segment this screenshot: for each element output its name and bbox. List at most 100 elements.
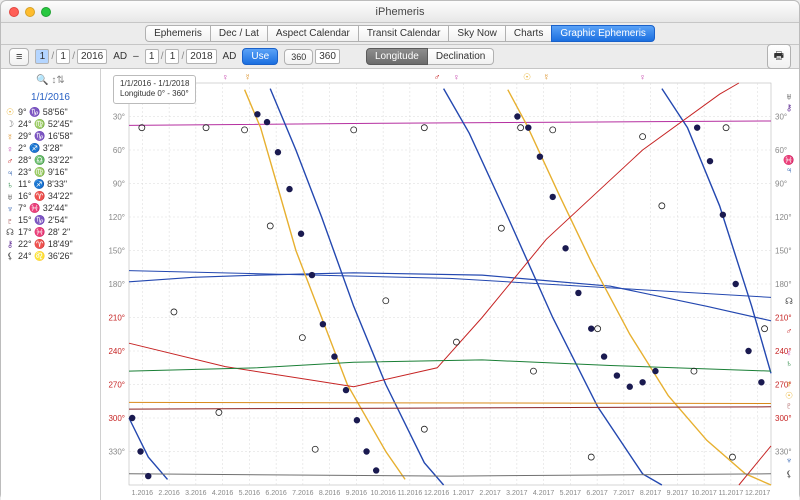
svg-text:☿: ☿ (786, 380, 793, 390)
toolbar: ≡ 1/ 1/ 2016 AD – 1/ 1/ 2018 AD Use 360 … (1, 45, 799, 69)
planet-row: ♇15° ♑ 2'54" (5, 215, 96, 226)
svg-text:☊: ☊ (785, 296, 793, 306)
svg-text:♀: ♀ (453, 72, 460, 82)
svg-text:♅: ♅ (786, 91, 793, 101)
planet-row: ☽24° ♍ 52'45" (5, 119, 96, 130)
svg-text:5.2016: 5.2016 (239, 490, 261, 497)
harmonic-range[interactable]: 360 360 (284, 49, 340, 65)
svg-text:120°: 120° (108, 213, 125, 222)
svg-text:8.2017: 8.2017 (640, 490, 662, 497)
planet-position: 23° ♍ 9'16" (18, 167, 96, 178)
tab-aspect-calendar[interactable]: Aspect Calendar (267, 25, 358, 42)
svg-text:210°: 210° (108, 314, 125, 323)
date-from-month[interactable]: 1 (35, 49, 49, 64)
svg-text:10.2017: 10.2017 (691, 490, 716, 497)
tab-graphic-ephemeris[interactable]: Graphic Ephemeris (551, 25, 655, 42)
planet-row: ♆7° ♓ 32'44" (5, 203, 96, 214)
svg-text:150°: 150° (108, 247, 125, 256)
svg-text:2.2016: 2.2016 (158, 490, 180, 497)
svg-text:⚷: ⚷ (786, 103, 793, 113)
date-to-day[interactable]: 1 (165, 49, 179, 64)
planet-row: ☉9° ♑ 58'56" (5, 107, 96, 118)
svg-text:♇: ♇ (786, 401, 793, 411)
svg-text:11.2016: 11.2016 (397, 490, 422, 497)
tab-bar: EphemerisDec / LatAspect CalendarTransit… (1, 23, 799, 45)
svg-text:180°: 180° (108, 280, 125, 289)
chart-area[interactable]: 30°30°60°60°90°90°120°120°150°150°180°18… (101, 69, 799, 500)
sidebar-toggle-button[interactable]: ≡ (9, 48, 29, 66)
planet-glyph: ♃ (5, 168, 15, 178)
planet-glyph: ☽ (5, 119, 15, 130)
svg-text:11.2017: 11.2017 (718, 490, 743, 497)
planet-glyph: ☿ (5, 132, 15, 142)
era-label: AD (223, 51, 237, 62)
planet-position: 28° ♎ 33'22" (18, 155, 96, 166)
svg-text:120°: 120° (775, 213, 792, 222)
tab-dec-lat[interactable]: Dec / Lat (210, 25, 267, 42)
svg-text:2.2017: 2.2017 (479, 490, 501, 497)
mode-longitude-button[interactable]: Longitude (366, 48, 428, 65)
planet-position: 24° ♍ 52'45" (18, 119, 96, 130)
planet-position: 9° ♑ 58'56" (18, 107, 96, 118)
planet-glyph: ☊ (5, 227, 15, 238)
info-scale: Longitude 0° - 360° (120, 89, 189, 99)
svg-text:☿: ☿ (543, 72, 550, 82)
date-from-day[interactable]: 1 (56, 49, 70, 64)
svg-text:1.2016: 1.2016 (132, 490, 154, 497)
planet-position: 7° ♓ 32'44" (18, 203, 96, 214)
svg-text:4.2017: 4.2017 (533, 490, 555, 497)
svg-text:150°: 150° (775, 247, 792, 256)
planet-position: 24° ♌ 36'26" (18, 251, 96, 262)
svg-text:330°: 330° (108, 448, 125, 457)
planet-row: ☿29° ♑ 16'58" (5, 131, 96, 142)
planet-glyph: ⚷ (5, 239, 15, 250)
harmonic-value[interactable]: 360 (315, 49, 340, 64)
planet-position: 15° ♑ 2'54" (18, 215, 96, 226)
svg-text:☉: ☉ (785, 391, 793, 401)
date-to[interactable]: 1/ 1/ 2018 AD (145, 49, 237, 64)
tab-transit-calendar[interactable]: Transit Calendar (358, 25, 449, 42)
svg-text:♀: ♀ (786, 348, 793, 358)
date-from-year[interactable]: 2016 (77, 49, 107, 64)
svg-text:☉: ☉ (523, 72, 531, 82)
main: 🔍 ↕⇅ 1/1/2016 ☉9° ♑ 58'56"☽24° ♍ 52'45"☿… (1, 69, 799, 500)
sidebar-tools[interactable]: 🔍 ↕⇅ (5, 75, 96, 86)
svg-text:1.2017: 1.2017 (453, 490, 475, 497)
planet-position: 22° ♈ 18'49" (18, 239, 96, 250)
svg-text:☿: ☿ (244, 72, 251, 82)
svg-text:30°: 30° (775, 113, 787, 122)
date-from[interactable]: 1/ 1/ 2016 AD (35, 49, 127, 64)
print-button[interactable]: 🖶 (767, 44, 791, 69)
svg-text:270°: 270° (108, 381, 125, 390)
tab-sky-now[interactable]: Sky Now (448, 25, 504, 42)
mode-segment: Longitude Declination (366, 48, 494, 65)
svg-text:90°: 90° (113, 180, 125, 189)
date-to-month[interactable]: 1 (145, 49, 159, 64)
use-button[interactable]: Use (242, 48, 278, 65)
info-range: 1/1/2016 - 1/1/2018 (120, 79, 189, 89)
titlebar: iPhemeris (1, 1, 799, 23)
svg-text:210°: 210° (775, 314, 792, 323)
svg-text:3.2016: 3.2016 (185, 490, 207, 497)
sidebar: 🔍 ↕⇅ 1/1/2016 ☉9° ♑ 58'56"☽24° ♍ 52'45"☿… (1, 69, 101, 500)
svg-text:7.2017: 7.2017 (613, 490, 635, 497)
svg-text:12.2017: 12.2017 (745, 490, 770, 497)
planet-row: ♄11° ♐ 8'33" (5, 179, 96, 190)
svg-text:180°: 180° (775, 280, 792, 289)
svg-text:♂: ♂ (434, 72, 441, 82)
window-title: iPhemeris (1, 6, 799, 18)
tab-charts[interactable]: Charts (505, 25, 551, 42)
planet-glyph: ⚸ (5, 251, 15, 262)
tab-ephemeris[interactable]: Ephemeris (145, 25, 210, 42)
svg-text:90°: 90° (775, 180, 787, 189)
planet-glyph: ♆ (5, 204, 15, 214)
mode-declination-button[interactable]: Declination (428, 48, 494, 65)
svg-text:♀: ♀ (639, 72, 646, 82)
chart-info-box: 1/1/2016 - 1/1/2018 Longitude 0° - 360° (113, 75, 196, 104)
date-to-year[interactable]: 2018 (186, 49, 216, 64)
svg-text:60°: 60° (775, 146, 787, 155)
harmonic-icon[interactable]: 360 (284, 49, 313, 65)
planet-glyph: ♂ (5, 156, 15, 166)
planet-position: 29° ♑ 16'58" (18, 131, 96, 142)
planet-glyph: ♀ (5, 144, 15, 154)
